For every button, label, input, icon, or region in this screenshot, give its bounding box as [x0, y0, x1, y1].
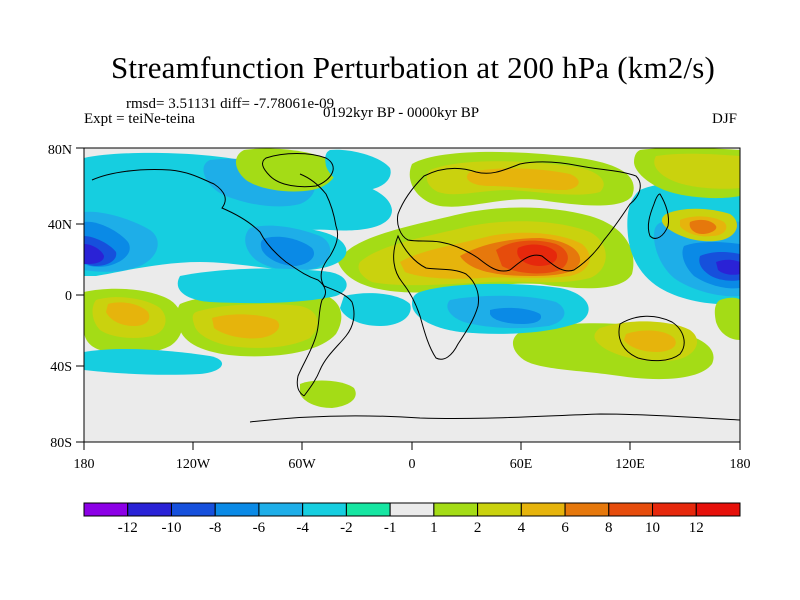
season-label: DJF [712, 111, 738, 127]
tick-marks [76, 147, 741, 450]
colorbar-label: 2 [474, 520, 482, 536]
colorbar-swatch [477, 502, 522, 517]
colorbar-swatch [214, 502, 260, 517]
colorbar-label: -8 [209, 520, 222, 536]
japan-coast [647, 193, 669, 239]
lat-tick-label: 80S [50, 436, 72, 451]
colorbar-swatch [433, 502, 479, 517]
colorbar-swatch [258, 502, 304, 517]
colorbar-swatch [345, 502, 391, 517]
lat-tick-label: 80N [48, 143, 72, 158]
colorbar-swatch [564, 502, 610, 517]
lon-tick-label: 120E [615, 457, 645, 472]
colorbar-legend: -12 -10 -8 -6 -4 -2 -1 1 2 4 6 8 10 12 [83, 502, 741, 536]
colorbar-label: 10 [645, 520, 660, 536]
coastlines [91, 153, 740, 423]
lat-tick-label: 40N [48, 218, 72, 233]
lat-tick-label: 40S [50, 360, 72, 375]
colorbar-swatch [127, 502, 172, 517]
greenland [262, 153, 334, 188]
colorbar-label: 4 [518, 520, 526, 536]
australia-coast [618, 315, 685, 362]
africa-coast [393, 234, 479, 360]
colorbar-swatch [608, 502, 654, 517]
colorbar-label: -4 [296, 520, 309, 536]
colorbar-label: 12 [689, 520, 704, 536]
colorbar-label: -12 [118, 520, 138, 536]
lon-tick-label: 60W [288, 457, 316, 472]
page-title: Streamfunction Perturbation at 200 hPa (… [110, 50, 716, 85]
colorbar-swatch [695, 502, 741, 517]
colorbar-swatch [520, 502, 566, 517]
contour-field [84, 148, 740, 442]
period-label: 0192kyr BP - 0000kyr BP [323, 105, 480, 121]
colorbar-swatch [389, 502, 435, 517]
colorbar-swatch [170, 502, 216, 517]
lon-tick-label: 180 [730, 457, 751, 472]
americas-east-coast [299, 173, 355, 397]
lon-tick-label: 180 [74, 457, 95, 472]
stats-label: rmsd= 3.51131 diff= -7.78061e-09 [126, 96, 335, 112]
lat-tick-label: 0 [65, 289, 72, 304]
lon-tick-label: 60E [510, 457, 533, 472]
colorbar-label: 6 [561, 520, 569, 536]
lon-tick-label: 0 [409, 457, 416, 472]
lon-tick-label: 120W [176, 457, 211, 472]
eurasia-coast [397, 161, 641, 272]
experiment-label: Expt = teiNe-teina [84, 111, 195, 127]
colorbar-label: 1 [430, 520, 438, 536]
colorbar-swatch [652, 502, 697, 517]
colorbar-swatch [302, 502, 347, 517]
colorbar-label: 8 [605, 520, 613, 536]
colorbar-label: -6 [253, 520, 266, 536]
colorbar-label: -1 [384, 520, 397, 536]
antarctica-coast [249, 413, 740, 423]
americas-west-coast [91, 169, 326, 397]
colorbar-label: -2 [340, 520, 353, 536]
colorbar-label: -10 [161, 520, 181, 536]
colorbar-swatch [83, 502, 129, 517]
